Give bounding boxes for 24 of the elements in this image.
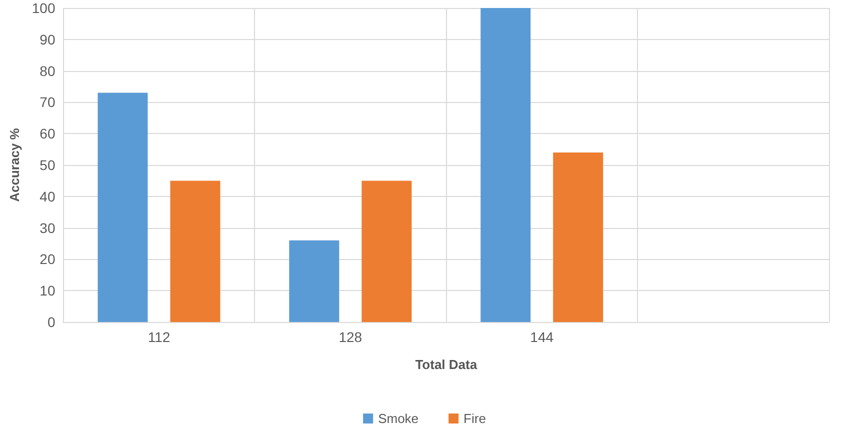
y-tick-label: 70 bbox=[40, 94, 56, 110]
legend-label: Fire bbox=[464, 411, 486, 426]
y-axis-title: Accuracy % bbox=[7, 128, 22, 202]
legend-label: Smoke bbox=[378, 411, 419, 426]
x-tick-label: 112 bbox=[148, 329, 170, 345]
bar bbox=[98, 92, 148, 322]
bar bbox=[553, 152, 604, 322]
bar bbox=[480, 8, 531, 322]
y-tick-label: 50 bbox=[40, 157, 56, 173]
bar bbox=[362, 180, 412, 322]
x-tick-label: 128 bbox=[338, 329, 362, 345]
bar bbox=[289, 240, 340, 322]
y-tick-label: 10 bbox=[40, 282, 56, 299]
y-tick-label: 20 bbox=[40, 251, 56, 268]
y-tick-label: 60 bbox=[40, 126, 56, 142]
x-tick-label: 144 bbox=[530, 329, 554, 345]
y-tick-label: 30 bbox=[40, 220, 56, 236]
y-tick-label: 90 bbox=[40, 31, 56, 48]
y-tick-label: 80 bbox=[40, 62, 56, 79]
y-tick-label: 40 bbox=[40, 188, 56, 204]
bar bbox=[170, 180, 220, 322]
x-axis-title: Total Data bbox=[415, 357, 478, 372]
y-tick-label: 100 bbox=[32, 0, 56, 16]
y-tick-label: 0 bbox=[47, 314, 56, 330]
